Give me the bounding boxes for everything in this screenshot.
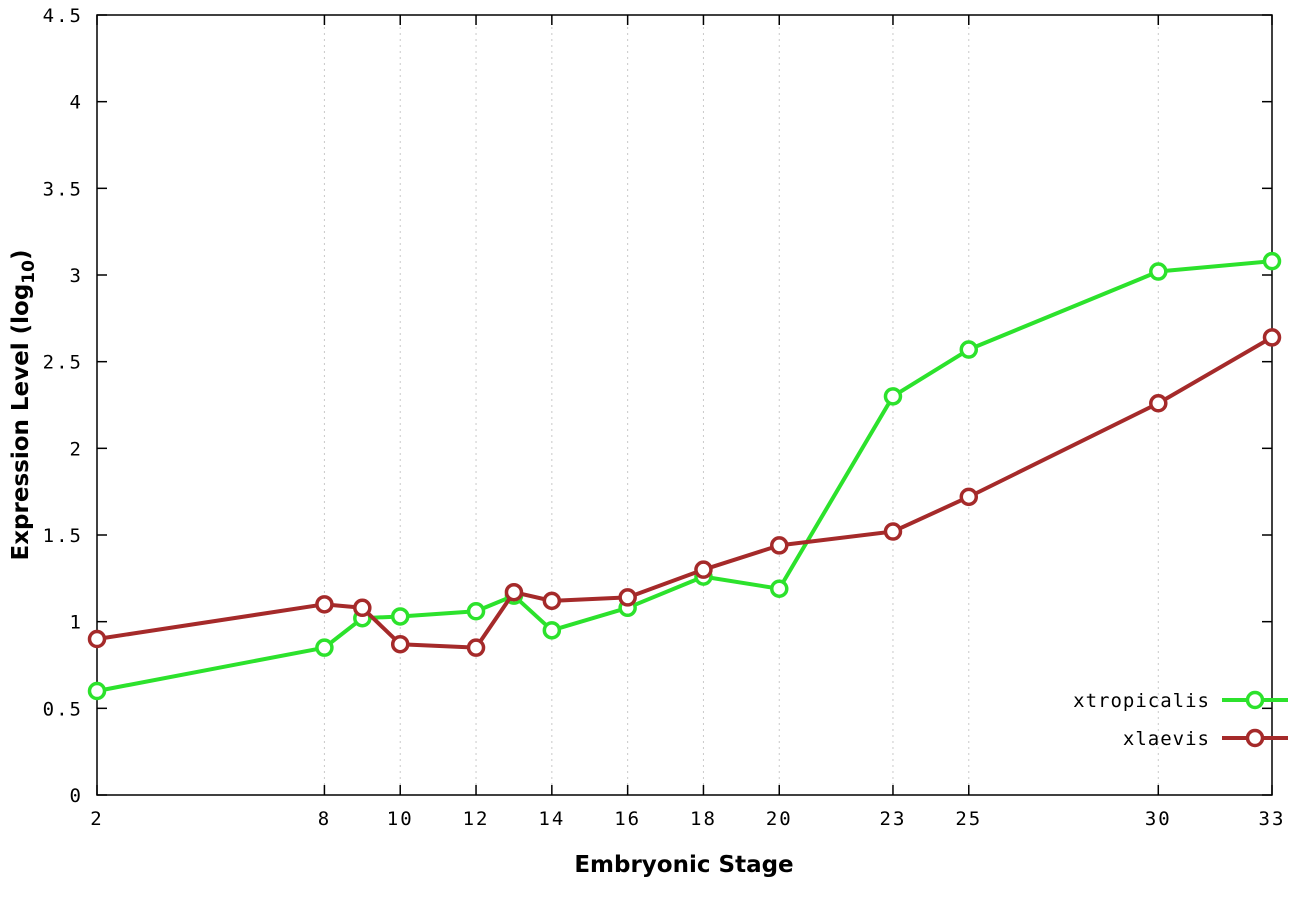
legend-marker-xtropicalis — [1245, 690, 1265, 710]
grid-lines — [96, 15, 1273, 795]
data-point-xlaevis — [542, 591, 562, 611]
legend-label-xtropicalis: xtropicalis — [1073, 690, 1210, 712]
y-axis-title: Expression Level (log10) — [8, 250, 39, 561]
data-series — [87, 251, 1282, 701]
x-tick-label: 12 — [463, 808, 490, 830]
data-point-xtropicalis — [883, 387, 903, 406]
data-point-xlaevis — [694, 560, 713, 579]
axis-ticks-and-labels: 2 8 10 12 14 16 18 20 23 25 30 33 0 0.5 1 1.5 2 2.5 3 3.5 4 4… — [43, 5, 1286, 830]
y-tick-label: 1 — [70, 612, 83, 634]
data-point-xlaevis — [883, 522, 903, 541]
x-tick-label: 8 — [318, 808, 331, 830]
data-point-xtropicalis — [390, 607, 410, 626]
x-tick-label: 20 — [766, 808, 793, 830]
data-point-xlaevis — [618, 588, 637, 607]
series-line-xtropicalis — [95, 259, 1274, 693]
y-tick-label: 0.5 — [43, 698, 83, 720]
y-axis-title-prefix: Expression Level (log — [8, 284, 34, 561]
x-axis-title: Embryonic Stage — [574, 852, 793, 878]
y-tick-label: 2 — [70, 438, 83, 460]
legend: xtropicalis xlaevis — [1073, 690, 1288, 750]
x-tick-label: 10 — [387, 808, 414, 830]
x-tick-label: 25 — [955, 808, 982, 830]
x-tick-label: 33 — [1259, 808, 1286, 830]
data-point-xlaevis — [466, 638, 486, 657]
legend-label-xlaevis: xlaevis — [1123, 728, 1210, 750]
data-point-xtropicalis — [466, 602, 486, 621]
x-tick-label: 16 — [614, 808, 641, 830]
y-axis-title-subscript: 10 — [19, 260, 39, 284]
y-tick-label: 4 — [70, 92, 83, 114]
data-point-xlaevis — [1149, 394, 1168, 413]
data-point-xlaevis — [959, 487, 979, 507]
y-axis-title-suffix: ) — [8, 250, 34, 261]
data-point-xlaevis — [1262, 328, 1282, 347]
data-point-xtropicalis — [770, 579, 789, 598]
data-point-xlaevis — [315, 595, 334, 614]
x-tick-label: 2 — [90, 808, 103, 830]
y-tick-label: 4.5 — [43, 5, 83, 27]
data-point-xtropicalis — [1149, 262, 1168, 281]
x-tick-label: 18 — [690, 808, 717, 830]
data-point-xtropicalis — [959, 340, 979, 359]
x-tick-label: 23 — [880, 808, 907, 830]
data-point-xlaevis — [390, 634, 410, 654]
data-point-xtropicalis — [87, 681, 107, 701]
data-point-xtropicalis — [542, 621, 562, 640]
data-point-xlaevis — [87, 629, 107, 649]
y-tick-label: 1.5 — [43, 525, 83, 547]
y-tick-label: 3.5 — [43, 178, 83, 200]
y-tick-label: 3 — [70, 265, 83, 287]
data-point-xlaevis — [770, 536, 789, 555]
data-point-xtropicalis — [315, 638, 334, 657]
x-tick-label: 30 — [1145, 808, 1172, 830]
data-point-xlaevis — [504, 582, 524, 602]
legend-marker-xlaevis — [1245, 728, 1265, 748]
y-tick-label: 0 — [70, 785, 83, 807]
x-tick-label: 14 — [538, 808, 565, 830]
series-line-xlaevis — [95, 335, 1274, 650]
plot-border — [96, 14, 1273, 796]
y-tick-label: 2.5 — [43, 352, 83, 374]
data-point-xlaevis — [353, 598, 372, 618]
data-point-xtropicalis — [1262, 251, 1282, 271]
